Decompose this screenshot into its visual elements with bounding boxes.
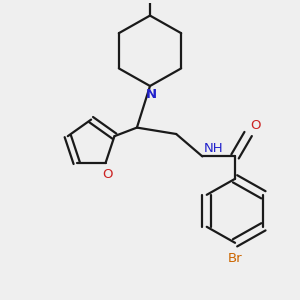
Text: Br: Br (228, 252, 242, 266)
Text: N: N (146, 88, 157, 100)
Text: NH: NH (204, 142, 224, 155)
Text: O: O (102, 168, 112, 181)
Text: O: O (250, 119, 260, 132)
